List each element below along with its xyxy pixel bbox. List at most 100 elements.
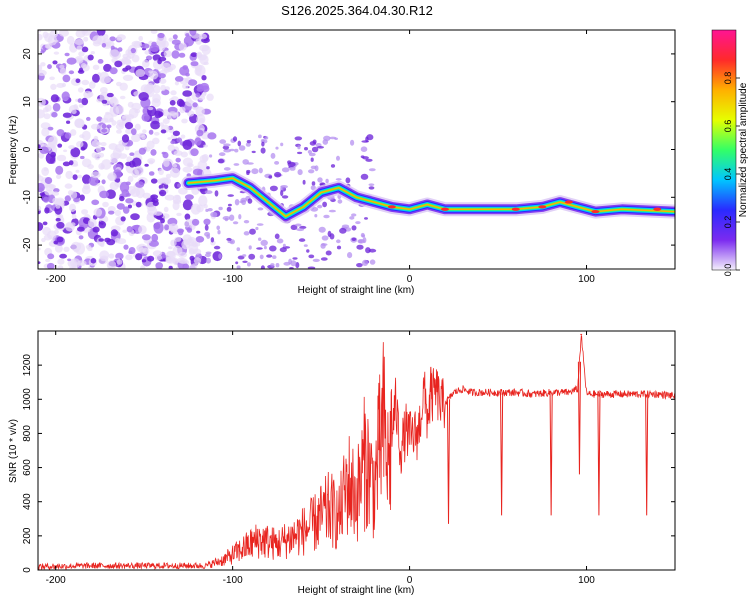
noise-blob (178, 52, 186, 58)
scatter-blob (309, 141, 317, 146)
noise-blob (127, 175, 134, 183)
noise-blob (56, 236, 64, 243)
noise-blob (186, 227, 193, 233)
noise-blob (109, 36, 116, 42)
noise-blob (170, 167, 180, 178)
scatter-blob (261, 141, 265, 147)
noise-blob (92, 64, 100, 71)
noise-blob (46, 262, 55, 269)
noise-blob (123, 244, 129, 250)
noise-blob (160, 129, 167, 134)
snr-x-label: Height of straight line (km) (298, 585, 415, 596)
noise-blob (167, 137, 172, 140)
spectrogram-x-tick-label: -200 (46, 274, 66, 285)
noise-blob (78, 104, 84, 108)
scatter-blob (317, 177, 323, 183)
scatter-blob (282, 243, 286, 248)
scatter-blob (224, 217, 229, 222)
noise-blob (81, 130, 91, 141)
noise-blob (38, 33, 43, 41)
noise-blob (172, 163, 178, 168)
noise-blob (43, 113, 51, 120)
noise-blob (182, 263, 190, 269)
noise-blob (122, 53, 129, 59)
noise-blob (65, 170, 73, 180)
signal-peak (653, 207, 662, 211)
noise-blob (203, 144, 209, 148)
noise-blob (40, 50, 45, 54)
noise-blob (38, 182, 45, 193)
scatter-blob (330, 164, 336, 168)
noise-blob (91, 171, 101, 179)
noise-blob (138, 92, 149, 101)
noise-blob (96, 98, 102, 103)
snr-y-tick-label: 400 (22, 493, 33, 510)
scatter-blob (328, 209, 336, 213)
snr-spike (378, 395, 381, 451)
snr-y-ticks: 0 200 400 600 800 1000 1200 (22, 354, 675, 573)
noise-blob (184, 194, 194, 200)
noise-blob (64, 132, 72, 139)
signal-peak (511, 207, 520, 211)
noise-blob (69, 203, 76, 212)
scatter-blob (298, 238, 306, 242)
scatter-blob (246, 140, 252, 144)
scatter-blob (317, 146, 324, 149)
scatter-blob (274, 171, 282, 178)
noise-blob (168, 223, 179, 233)
noise-blob (162, 118, 170, 125)
noise-blob (118, 153, 128, 159)
noise-blob (43, 167, 49, 172)
noise-blob (49, 76, 55, 81)
scatter-blob (365, 158, 373, 162)
noise-blob (39, 146, 49, 154)
scatter-blob (249, 228, 256, 235)
noise-blob (122, 229, 128, 233)
noise-blob (101, 128, 108, 133)
noise-blob (38, 247, 41, 251)
noise-blob (127, 204, 132, 209)
noise-blob (75, 78, 81, 84)
noise-blob (151, 98, 161, 108)
noise-blob (47, 64, 52, 70)
noise-blob (165, 256, 176, 264)
noise-blob (42, 226, 51, 236)
noise-blob (148, 171, 155, 176)
noise-blob (52, 103, 61, 112)
noise-blob (182, 139, 193, 150)
scatter-blob (239, 200, 244, 204)
spectrogram-x-tick-label: 0 (407, 274, 413, 285)
scatter-blob (235, 261, 239, 265)
noise-blob (131, 128, 137, 136)
noise-blob (111, 120, 117, 126)
noise-blob (151, 41, 157, 47)
colorbar-gradient (711, 29, 737, 271)
scatter-blob (234, 199, 240, 206)
spectrogram-x-label: Height of straight line (km) (298, 285, 415, 296)
noise-blob (56, 221, 65, 229)
scatter-blob (336, 239, 341, 244)
scatter-blob (223, 167, 231, 171)
scatter-blob (362, 156, 369, 160)
scatter-blob (358, 239, 363, 244)
noise-blob (151, 233, 159, 242)
noise-blob (135, 201, 142, 208)
noise-blob (170, 239, 177, 247)
noise-blob (40, 122, 51, 130)
noise-blob (178, 187, 188, 195)
noise-blob (193, 248, 202, 255)
scatter-blob (360, 232, 365, 238)
scatter-blob (318, 226, 326, 233)
noise-blob (90, 51, 95, 55)
scatter-blob (232, 221, 239, 225)
scatter-blob (356, 244, 364, 250)
noise-blob (147, 255, 155, 262)
scatter-blob (310, 157, 314, 162)
noise-blob (55, 217, 61, 222)
snr-x-tick-label: 100 (578, 575, 595, 586)
noise-blob (174, 76, 184, 82)
scatter-blob (217, 230, 221, 235)
noise-blob (194, 64, 203, 72)
noise-blob (189, 30, 197, 36)
